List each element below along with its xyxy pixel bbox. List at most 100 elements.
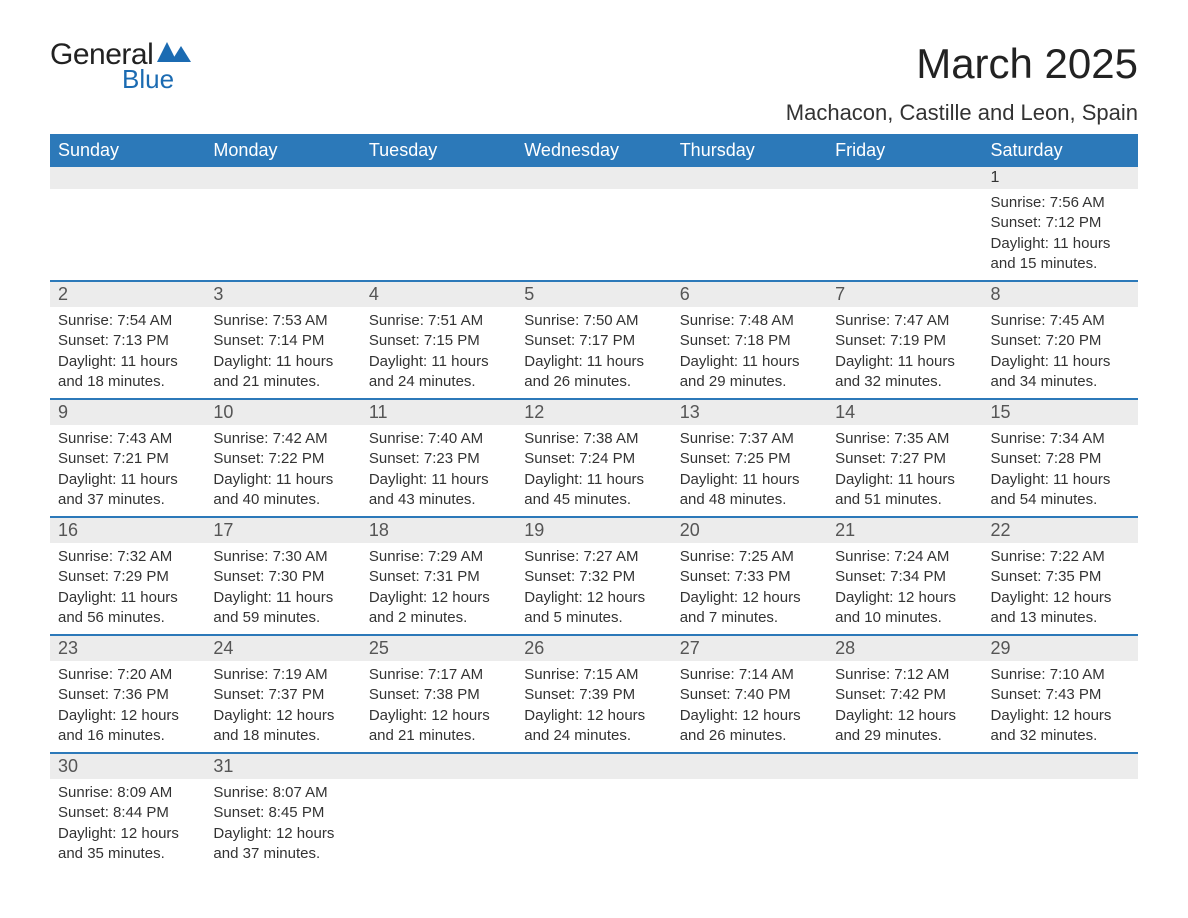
daylight-text: Daylight: 11 hours (991, 234, 1130, 254)
daylight-text: Daylight: 11 hours (213, 352, 352, 372)
sunrise-text: Sunrise: 7:35 AM (835, 429, 974, 449)
weekday-header: Saturday (983, 134, 1138, 167)
weekday-header: Thursday (672, 134, 827, 167)
day-detail-row: Sunrise: 7:54 AMSunset: 7:13 PMDaylight:… (50, 307, 1138, 399)
day-number-cell: 1 (983, 167, 1138, 189)
daylight-text: Daylight: 12 hours (58, 824, 197, 844)
day-detail-cell (672, 779, 827, 870)
day-detail-cell: Sunrise: 7:47 AMSunset: 7:19 PMDaylight:… (827, 307, 982, 399)
calendar-table: Sunday Monday Tuesday Wednesday Thursday… (50, 134, 1138, 870)
day-number-cell: 28 (827, 635, 982, 661)
daylight-text: and 2 minutes. (369, 608, 508, 628)
sunrise-text: Sunrise: 8:07 AM (213, 783, 352, 803)
daylight-text: Daylight: 11 hours (524, 470, 663, 490)
day-detail-cell (983, 779, 1138, 870)
sunrise-text: Sunrise: 7:47 AM (835, 311, 974, 331)
sunrise-text: Sunrise: 7:42 AM (213, 429, 352, 449)
day-detail-cell (516, 189, 671, 281)
day-detail-cell (516, 779, 671, 870)
sunset-text: Sunset: 7:39 PM (524, 685, 663, 705)
daylight-text: and 56 minutes. (58, 608, 197, 628)
daylight-text: Daylight: 12 hours (213, 706, 352, 726)
day-detail-cell: Sunrise: 7:19 AMSunset: 7:37 PMDaylight:… (205, 661, 360, 753)
daylight-text: Daylight: 12 hours (835, 706, 974, 726)
day-number-cell (672, 167, 827, 189)
day-number-cell: 10 (205, 399, 360, 425)
sunset-text: Sunset: 7:30 PM (213, 567, 352, 587)
sunset-text: Sunset: 7:20 PM (991, 331, 1130, 351)
day-number-cell (516, 167, 671, 189)
day-number-cell: 24 (205, 635, 360, 661)
day-detail-cell: Sunrise: 7:32 AMSunset: 7:29 PMDaylight:… (50, 543, 205, 635)
daylight-text: and 40 minutes. (213, 490, 352, 510)
sunrise-text: Sunrise: 8:09 AM (58, 783, 197, 803)
daylight-text: and 13 minutes. (991, 608, 1130, 628)
day-detail-cell: Sunrise: 7:51 AMSunset: 7:15 PMDaylight:… (361, 307, 516, 399)
daylight-text: and 16 minutes. (58, 726, 197, 746)
daylight-text: Daylight: 11 hours (58, 352, 197, 372)
sunrise-text: Sunrise: 7:19 AM (213, 665, 352, 685)
daylight-text: and 37 minutes. (58, 490, 197, 510)
day-number-cell: 23 (50, 635, 205, 661)
day-detail-cell: Sunrise: 7:42 AMSunset: 7:22 PMDaylight:… (205, 425, 360, 517)
daylight-text: and 34 minutes. (991, 372, 1130, 392)
daylight-text: Daylight: 12 hours (369, 588, 508, 608)
daylight-text: and 32 minutes. (991, 726, 1130, 746)
day-number-cell: 31 (205, 753, 360, 779)
day-number-cell: 18 (361, 517, 516, 543)
sunrise-text: Sunrise: 7:25 AM (680, 547, 819, 567)
daylight-text: Daylight: 11 hours (680, 470, 819, 490)
sunrise-text: Sunrise: 7:54 AM (58, 311, 197, 331)
day-number-row: 16171819202122 (50, 517, 1138, 543)
sunset-text: Sunset: 7:38 PM (369, 685, 508, 705)
weekday-header: Monday (205, 134, 360, 167)
sunset-text: Sunset: 7:12 PM (991, 213, 1130, 233)
sunrise-text: Sunrise: 7:40 AM (369, 429, 508, 449)
day-detail-cell: Sunrise: 7:17 AMSunset: 7:38 PMDaylight:… (361, 661, 516, 753)
day-detail-cell (672, 189, 827, 281)
sunset-text: Sunset: 7:34 PM (835, 567, 974, 587)
sunset-text: Sunset: 7:18 PM (680, 331, 819, 351)
sunset-text: Sunset: 7:24 PM (524, 449, 663, 469)
sunrise-text: Sunrise: 7:56 AM (991, 193, 1130, 213)
day-detail-cell: Sunrise: 8:09 AMSunset: 8:44 PMDaylight:… (50, 779, 205, 870)
sunset-text: Sunset: 7:40 PM (680, 685, 819, 705)
sunrise-text: Sunrise: 7:24 AM (835, 547, 974, 567)
day-detail-row: Sunrise: 8:09 AMSunset: 8:44 PMDaylight:… (50, 779, 1138, 870)
day-number-cell: 20 (672, 517, 827, 543)
sunset-text: Sunset: 7:17 PM (524, 331, 663, 351)
sunset-text: Sunset: 7:35 PM (991, 567, 1130, 587)
sunrise-text: Sunrise: 7:27 AM (524, 547, 663, 567)
daylight-text: Daylight: 11 hours (835, 470, 974, 490)
day-number-cell: 26 (516, 635, 671, 661)
day-number-cell (361, 753, 516, 779)
sunset-text: Sunset: 7:21 PM (58, 449, 197, 469)
daylight-text: and 26 minutes. (680, 726, 819, 746)
day-detail-cell: Sunrise: 7:22 AMSunset: 7:35 PMDaylight:… (983, 543, 1138, 635)
day-detail-cell: Sunrise: 7:37 AMSunset: 7:25 PMDaylight:… (672, 425, 827, 517)
daylight-text: Daylight: 12 hours (991, 588, 1130, 608)
day-number-cell (205, 167, 360, 189)
daylight-text: and 48 minutes. (680, 490, 819, 510)
sunrise-text: Sunrise: 7:38 AM (524, 429, 663, 449)
weekday-header-row: Sunday Monday Tuesday Wednesday Thursday… (50, 134, 1138, 167)
daylight-text: Daylight: 12 hours (213, 824, 352, 844)
day-number-cell: 17 (205, 517, 360, 543)
daylight-text: and 10 minutes. (835, 608, 974, 628)
day-detail-cell (50, 189, 205, 281)
day-detail-cell: Sunrise: 7:48 AMSunset: 7:18 PMDaylight:… (672, 307, 827, 399)
day-detail-cell: Sunrise: 7:53 AMSunset: 7:14 PMDaylight:… (205, 307, 360, 399)
day-number-cell: 9 (50, 399, 205, 425)
daylight-text: and 59 minutes. (213, 608, 352, 628)
sunset-text: Sunset: 8:45 PM (213, 803, 352, 823)
daylight-text: Daylight: 11 hours (835, 352, 974, 372)
day-number-cell: 15 (983, 399, 1138, 425)
day-number-cell: 4 (361, 281, 516, 307)
day-number-cell: 30 (50, 753, 205, 779)
sunset-text: Sunset: 7:42 PM (835, 685, 974, 705)
sunrise-text: Sunrise: 7:22 AM (991, 547, 1130, 567)
day-number-cell (827, 167, 982, 189)
sunset-text: Sunset: 7:29 PM (58, 567, 197, 587)
daylight-text: Daylight: 11 hours (524, 352, 663, 372)
day-detail-cell: Sunrise: 7:15 AMSunset: 7:39 PMDaylight:… (516, 661, 671, 753)
